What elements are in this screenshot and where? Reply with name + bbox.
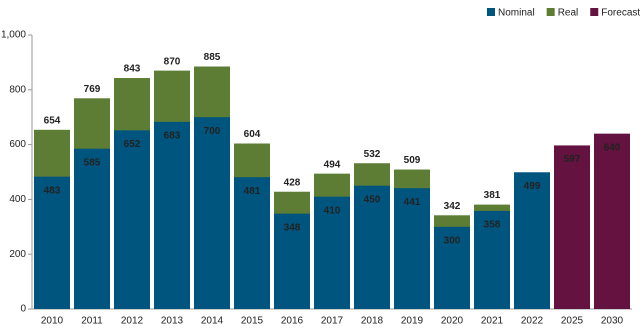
data-label: 585 [84, 157, 101, 168]
x-tick-label: 2020 [441, 316, 464, 327]
x-tick-label: 2010 [41, 316, 64, 327]
data-label: 381 [484, 190, 501, 201]
data-label: 652 [124, 139, 141, 150]
x-tick-label: 2011 [81, 316, 103, 327]
data-label: 441 [404, 197, 421, 208]
data-label: 604 [244, 129, 261, 140]
x-tick-label: 2025 [561, 316, 584, 327]
x-tick-label: 2019 [401, 316, 424, 327]
data-label: 769 [84, 84, 101, 95]
bar [474, 210, 510, 309]
data-label: 358 [484, 220, 501, 231]
y-tick-label: 200 [9, 249, 26, 260]
data-label: 532 [364, 149, 381, 160]
y-tick-label: 400 [9, 194, 26, 205]
data-label: 870 [164, 56, 181, 67]
x-tick-label: 2016 [281, 316, 304, 327]
data-label: 428 [284, 177, 301, 188]
bar [314, 196, 350, 309]
data-label: 885 [204, 52, 221, 63]
data-label: 348 [284, 222, 301, 233]
bar [594, 133, 630, 309]
bar [434, 226, 470, 309]
legend-swatch [487, 8, 495, 16]
data-label: 342 [444, 201, 461, 212]
bar [514, 172, 550, 309]
bar [354, 185, 390, 309]
data-label: 300 [444, 235, 461, 246]
data-label: 640 [604, 142, 621, 153]
x-tick-label: 2021 [481, 316, 504, 327]
bar [154, 121, 190, 309]
x-tick-label: 2030 [601, 316, 624, 327]
data-label: 483 [44, 185, 61, 196]
bar [114, 130, 150, 309]
data-label: 499 [524, 181, 541, 192]
data-label: 481 [244, 186, 261, 197]
legend-swatch [590, 8, 599, 16]
data-label: 410 [324, 205, 341, 216]
x-tick-label: 2013 [161, 316, 184, 327]
x-tick-label: 2022 [521, 316, 544, 327]
legend-swatch [546, 8, 555, 16]
x-tick-label: 2012 [121, 316, 144, 327]
data-label: 700 [204, 126, 221, 137]
legend-label: Real [558, 8, 579, 19]
data-label: 597 [564, 154, 581, 165]
x-tick-label: 2015 [241, 316, 264, 327]
data-label: 843 [124, 64, 141, 75]
data-label: 450 [364, 194, 381, 205]
bar [234, 177, 270, 309]
data-label: 683 [164, 130, 181, 141]
data-label: 509 [404, 155, 421, 166]
bar [394, 188, 430, 309]
legend-label: Nominal [498, 8, 535, 19]
y-tick-label: 600 [9, 139, 26, 150]
data-label: 654 [44, 115, 61, 126]
bar [274, 213, 310, 309]
legend-label: Forecast [601, 8, 640, 19]
y-tick-label: 800 [9, 84, 26, 95]
x-tick-label: 2014 [201, 316, 224, 327]
y-tick-label: 1,000 [1, 30, 26, 41]
data-label: 494 [324, 159, 341, 170]
bar [554, 145, 590, 309]
bar [74, 148, 110, 309]
bar [34, 176, 70, 309]
y-tick-label: 0 [20, 304, 26, 315]
x-tick-label: 2017 [321, 316, 344, 327]
x-tick-label: 2018 [361, 316, 384, 327]
bar [194, 117, 230, 309]
